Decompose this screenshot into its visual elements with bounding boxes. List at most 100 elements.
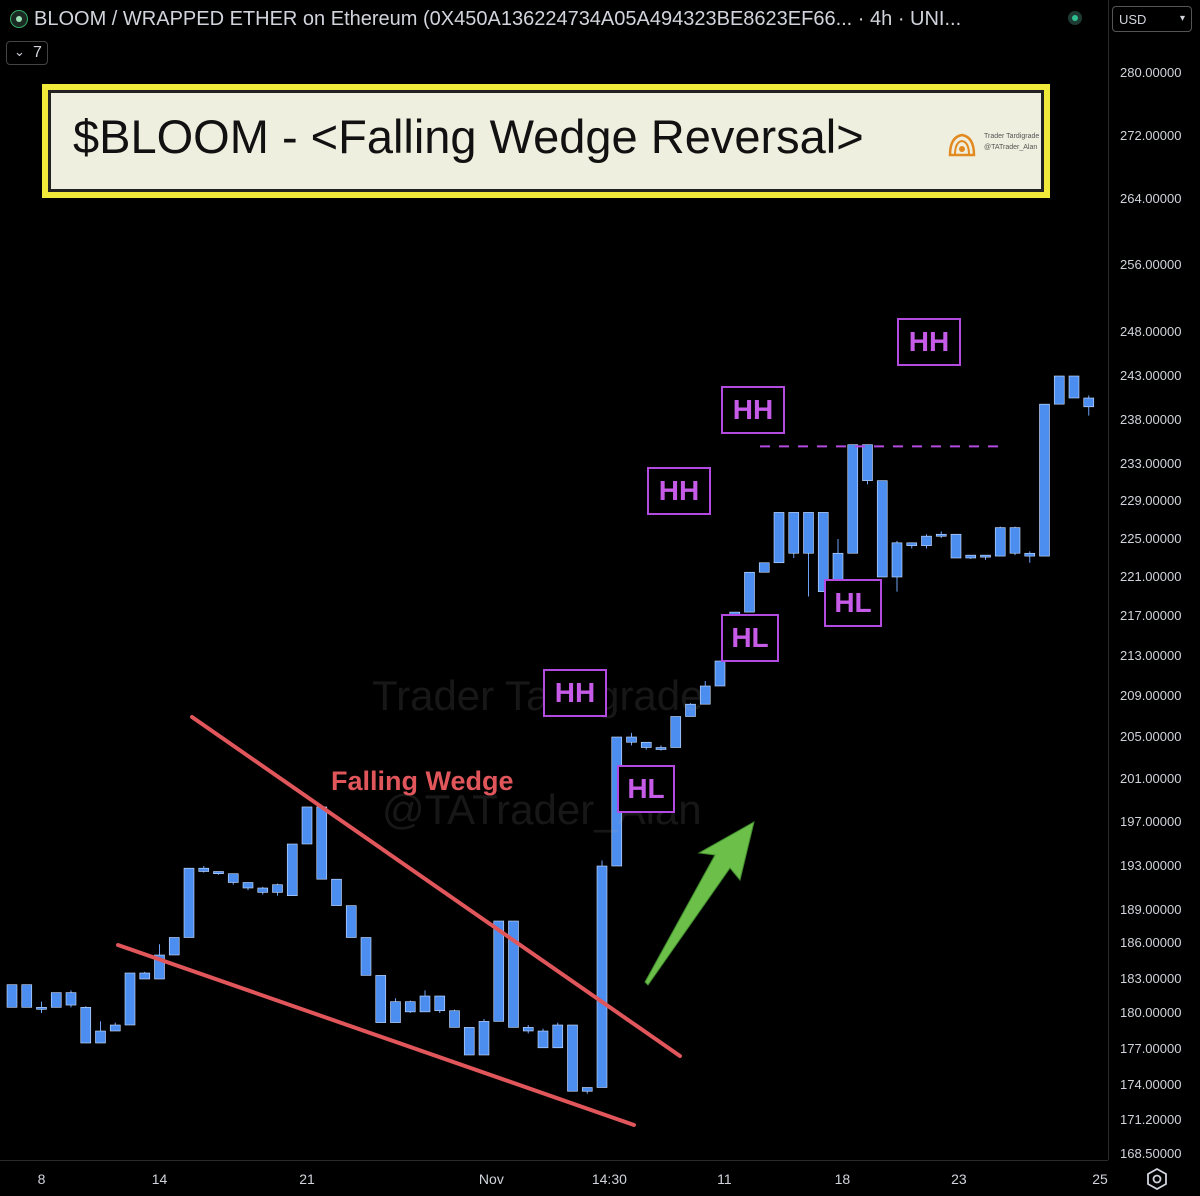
candle: [773, 512, 785, 564]
candle-body: [109, 1024, 121, 1032]
candle-body: [670, 716, 682, 748]
wedge-lower-line[interactable]: [116, 943, 636, 1127]
price-chart[interactable]: [0, 0, 1108, 1160]
candle: [847, 444, 859, 554]
time-tick: 11: [717, 1171, 732, 1187]
falling-wedge-label: Falling Wedge: [331, 766, 514, 796]
candle-body: [788, 512, 800, 554]
candle-body: [552, 1024, 564, 1049]
candle: [950, 533, 962, 559]
candle: [316, 806, 328, 880]
candle-body: [21, 984, 33, 1008]
candle: [124, 972, 136, 1026]
candle-body: [242, 882, 254, 889]
candle-body: [847, 444, 859, 554]
candle: [1039, 403, 1050, 557]
bullish-arrow-icon: [644, 821, 755, 986]
candle: [655, 745, 667, 751]
candle-body: [316, 806, 328, 880]
candle: [168, 937, 180, 956]
candle: [744, 571, 755, 613]
swing-label-hh[interactable]: HH: [721, 386, 785, 434]
time-tick: 21: [299, 1171, 315, 1187]
candle: [154, 944, 165, 980]
time-tick: 18: [834, 1171, 851, 1187]
candle-body: [906, 542, 918, 546]
price-tick: 193.00000: [1120, 858, 1182, 873]
candle-body: [1024, 552, 1036, 557]
time-tick: 23: [951, 1171, 967, 1187]
candle-body: [301, 806, 313, 845]
candle: [670, 716, 682, 748]
candle: [50, 992, 62, 1008]
time-tick: 25: [1092, 1171, 1108, 1187]
candle: [6, 984, 18, 1008]
swing-label-hh[interactable]: HH: [543, 669, 607, 717]
candle-body: [803, 512, 814, 554]
candle: [537, 1028, 549, 1049]
swing-label-hl[interactable]: HL: [617, 765, 675, 813]
indicator-count: 7: [33, 44, 42, 61]
candle-body: [1053, 375, 1065, 405]
swing-label-hh[interactable]: HH: [647, 467, 711, 515]
time-tick: 14: [151, 1171, 168, 1187]
candle-body: [773, 512, 785, 564]
price-tick: 201.00000: [1120, 771, 1182, 786]
price-tick: 197.00000: [1120, 814, 1182, 829]
currency-value: USD: [1119, 12, 1147, 27]
candle: [227, 873, 239, 885]
swing-label-hl[interactable]: HL: [824, 579, 882, 627]
candle: [876, 480, 888, 578]
candle-body: [80, 1007, 92, 1044]
price-tick: 177.00000: [1120, 1041, 1182, 1056]
candle-body: [36, 1007, 47, 1010]
candle: [935, 531, 947, 539]
wedge-upper-line[interactable]: [190, 715, 682, 1058]
candle-body: [493, 920, 505, 1022]
candle-body: [65, 992, 77, 1006]
swing-label-hh[interactable]: HH: [897, 318, 961, 366]
candle: [21, 984, 33, 1008]
candle-body: [921, 535, 932, 546]
price-tick: 205.00000: [1120, 729, 1182, 744]
swing-label-hl[interactable]: HL: [721, 614, 779, 662]
candle: [449, 1009, 460, 1028]
candle: [493, 920, 505, 1022]
candle-body: [272, 884, 283, 893]
candle-body: [6, 984, 18, 1008]
candle-body: [1083, 397, 1095, 408]
candle: [242, 882, 254, 891]
candle: [36, 1001, 47, 1013]
price-tick: 180.00000: [1120, 1005, 1182, 1020]
candle-body: [862, 444, 873, 481]
price-tick: 221.00000: [1120, 569, 1182, 584]
candle: [685, 703, 696, 717]
indicators-toggle-button[interactable]: ⌄ 7: [6, 41, 48, 65]
price-tick: 264.00000: [1120, 191, 1182, 206]
price-tick: 168.50000: [1120, 1146, 1182, 1161]
currency-select[interactable]: USD ▾: [1112, 6, 1192, 32]
candle: [906, 542, 918, 549]
candles: [6, 375, 1095, 1094]
candle-body: [950, 533, 962, 559]
price-tick: 256.00000: [1120, 257, 1182, 272]
price-axis[interactable]: [1108, 0, 1200, 1160]
price-tick: 209.00000: [1120, 688, 1182, 703]
candle: [891, 540, 903, 592]
candle-body: [744, 571, 755, 613]
gear-icon[interactable]: [1146, 1168, 1168, 1190]
candle: [301, 806, 313, 845]
symbol-title[interactable]: BLOOM / WRAPPED ETHER on Ethereum (0X450…: [34, 8, 962, 30]
banner-title: $BLOOM - <Falling Wedge Reversal>: [73, 110, 864, 163]
candle: [714, 660, 726, 687]
candle: [198, 866, 210, 873]
banner-credit-handle: @TATrader_Alan: [984, 144, 1038, 151]
candle: [1083, 395, 1095, 416]
candle: [463, 1027, 475, 1056]
candle: [80, 1006, 92, 1044]
time-axis[interactable]: [0, 1160, 1108, 1196]
price-tick: 186.00000: [1120, 935, 1182, 950]
candle: [1053, 375, 1065, 405]
candle: [862, 444, 873, 485]
price-tick: 233.00000: [1120, 456, 1182, 471]
